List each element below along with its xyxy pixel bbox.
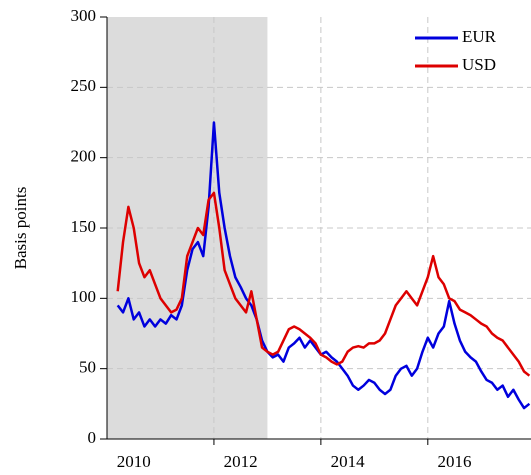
y-axis-label: Basis points	[11, 187, 30, 270]
y-tick-label: 300	[71, 6, 97, 25]
y-tick-label: 100	[71, 287, 97, 306]
legend-label: USD	[462, 55, 496, 74]
y-tick-label: 0	[88, 428, 97, 447]
y-tick-label: 50	[79, 358, 96, 377]
x-tick-label: 2012	[224, 452, 258, 471]
y-tick-label: 250	[71, 76, 97, 95]
legend: EUR USD	[415, 27, 497, 74]
x-tick-label: 2016	[438, 452, 472, 471]
series-line	[116, 191, 531, 377]
y-tick-label: 200	[71, 147, 97, 166]
x-tick-label: 2010	[117, 452, 151, 471]
y-tick-label: 150	[71, 217, 97, 236]
x-tick-label: 2014	[331, 452, 366, 471]
legend-label: EUR	[462, 27, 497, 46]
series-line	[116, 121, 531, 410]
